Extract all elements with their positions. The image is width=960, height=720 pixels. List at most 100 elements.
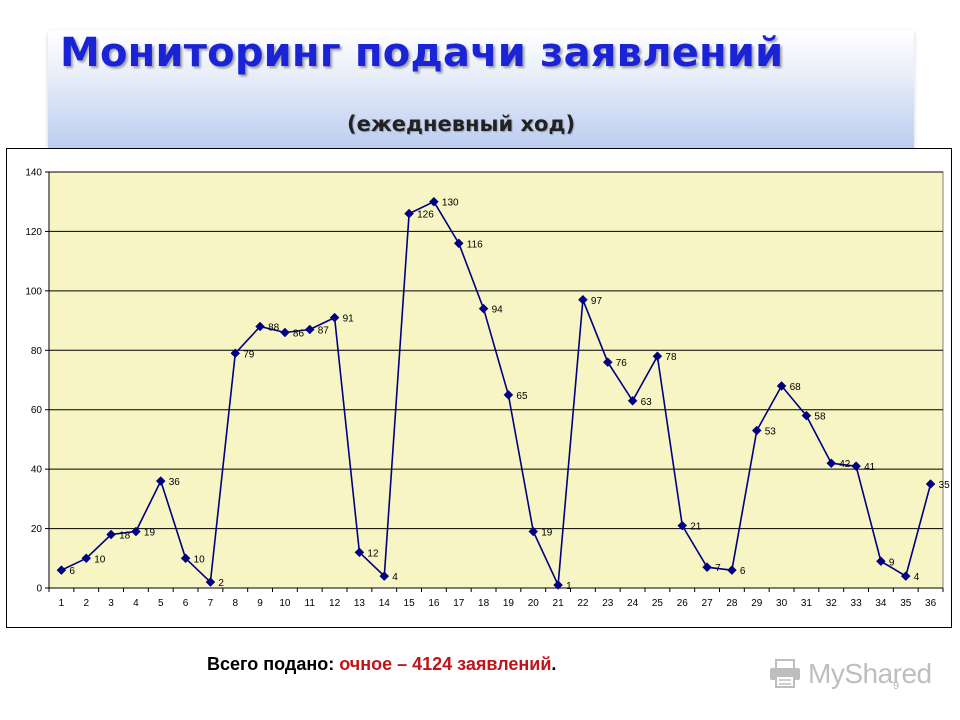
data-point-marker <box>677 520 688 531</box>
x-tick-label: 34 <box>875 598 887 609</box>
data-point-marker <box>727 565 737 576</box>
x-tick-label: 30 <box>776 598 788 609</box>
data-point-label: 6 <box>740 566 746 577</box>
series-line <box>61 200 932 589</box>
data-point-label: 21 <box>690 522 702 533</box>
data-point-label: 88 <box>268 323 280 334</box>
x-tick-label: 32 <box>826 598 838 609</box>
x-tick-label: 27 <box>702 598 714 609</box>
data-point-label: 1 <box>566 581 572 592</box>
data-point-label: 86 <box>293 328 305 339</box>
watermark-text: MyShared <box>808 658 932 689</box>
x-tick-label: 28 <box>726 598 738 609</box>
data-point-marker <box>553 580 563 590</box>
x-tick-label: 14 <box>379 598 391 609</box>
x-tick-label: 4 <box>133 598 139 609</box>
data-point-marker <box>280 327 290 338</box>
data-point-label: 2 <box>218 578 224 589</box>
data-point-label: 19 <box>144 528 156 539</box>
x-tick-label: 19 <box>503 598 515 609</box>
data-point-label: 126 <box>417 210 434 221</box>
data-point-label: 63 <box>641 397 653 408</box>
data-point-label: 87 <box>318 325 330 336</box>
x-tick-label: 18 <box>478 598 490 609</box>
watermark: MyShared <box>768 656 932 692</box>
data-point-marker <box>155 476 166 486</box>
data-point-marker <box>851 461 861 472</box>
x-tick-label: 17 <box>453 598 465 609</box>
x-tick-label: 36 <box>925 598 937 609</box>
data-point-label: 10 <box>94 554 106 565</box>
data-point-marker <box>304 324 315 335</box>
x-tick-label: 29 <box>751 598 763 609</box>
data-point-marker <box>925 479 936 489</box>
data-point-label: 42 <box>839 459 851 470</box>
data-point-marker <box>826 458 837 469</box>
data-point-marker <box>106 529 116 540</box>
data-point-label: 116 <box>467 239 483 250</box>
data-point-label: 4 <box>392 572 398 583</box>
data-point-marker <box>702 562 712 573</box>
data-point-label: 6 <box>69 566 75 577</box>
y-tick-label: 60 <box>31 405 43 416</box>
data-point-marker <box>578 294 588 305</box>
y-tick-label: 80 <box>31 346 43 357</box>
data-point-label: 78 <box>665 352 677 363</box>
data-point-marker <box>528 526 539 537</box>
data-point-label: 79 <box>243 349 255 360</box>
total-summary-value: очное – 4124 заявлений <box>339 654 552 674</box>
x-tick-label: 6 <box>183 598 189 609</box>
total-summary-suffix: . <box>551 654 557 674</box>
x-tick-label: 33 <box>851 598 863 609</box>
x-tick-label: 7 <box>208 598 214 609</box>
data-point-label: 36 <box>169 477 181 488</box>
data-point-marker <box>329 312 340 323</box>
slide-number: 9 <box>893 680 900 692</box>
x-tick-label: 26 <box>677 598 689 609</box>
x-tick-label: 9 <box>257 598 263 609</box>
data-point-marker <box>801 410 812 421</box>
x-tick-label: 1 <box>59 598 65 609</box>
data-point-label: 97 <box>591 296 603 307</box>
x-tick-label: 24 <box>627 598 639 609</box>
data-point-marker <box>751 425 762 436</box>
x-tick-label: 3 <box>108 598 114 609</box>
x-tick-label: 25 <box>652 598 664 609</box>
data-point-marker <box>602 357 613 368</box>
data-point-marker <box>429 196 439 207</box>
data-point-label: 41 <box>864 462 876 473</box>
y-tick-label: 100 <box>25 286 42 297</box>
chart-frame: 0 20 40 60 80 100 120 140 1 2 3 4 5 6 7 8 9 10 11 12 13 14 15 1… <box>6 148 952 628</box>
x-tick-label: 20 <box>528 598 540 609</box>
printer-logo-icon <box>770 659 800 688</box>
data-point-label: 4 <box>914 572 920 583</box>
data-point-label: 53 <box>765 427 777 438</box>
data-point-label: 12 <box>367 548 379 559</box>
data-point-marker <box>876 556 886 567</box>
data-point-marker <box>205 577 216 587</box>
data-point-label: 35 <box>939 480 951 491</box>
slide-title: Мониторинг подачи заявлений <box>60 30 784 76</box>
y-tick-label: 20 <box>31 524 43 535</box>
x-tick-label: 10 <box>279 598 291 609</box>
data-point-marker <box>453 238 464 249</box>
data-point-marker <box>503 390 514 400</box>
total-summary: Всего подано: очное – 4124 заявлений. <box>207 654 556 675</box>
data-point-label: 18 <box>119 531 131 542</box>
data-point-label: 76 <box>616 358 628 369</box>
data-point-label: 130 <box>442 198 459 209</box>
data-point-marker <box>230 348 241 359</box>
data-point-label: 7 <box>715 563 721 574</box>
data-point-marker <box>81 553 92 564</box>
data-point-marker <box>404 208 414 219</box>
x-tick-label: 23 <box>602 598 614 609</box>
x-tick-label: 11 <box>305 598 316 609</box>
data-point-label: 68 <box>790 382 802 393</box>
data-point-marker <box>627 395 638 406</box>
data-point-marker <box>379 571 390 581</box>
x-tick-label: 16 <box>428 598 440 609</box>
data-point-marker <box>56 565 67 576</box>
y-tick-label: 140 <box>25 168 42 179</box>
title-banner <box>48 30 914 148</box>
x-tick-label: 12 <box>329 598 341 609</box>
